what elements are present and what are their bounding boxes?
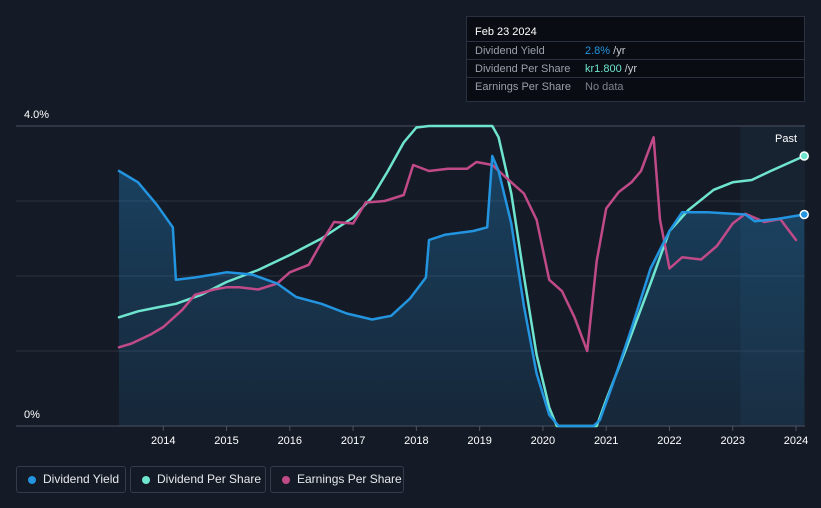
legend-earnings-per-share[interactable]: Earnings Per Share [270, 466, 404, 493]
dividend-per-share-end-marker[interactable] [799, 151, 809, 161]
x-tick-label: 2020 [531, 435, 555, 447]
tooltip-label: Dividend Per Share [475, 63, 571, 75]
legend-label: Dividend Per Share [157, 472, 262, 486]
dividend-yield-end-marker[interactable] [799, 209, 809, 220]
x-tick-label: 2018 [404, 435, 428, 447]
x-tick-label: 2016 [278, 435, 302, 447]
tooltip-label: Earnings Per Share [475, 81, 571, 93]
tooltip-label: Dividend Yield [475, 45, 545, 57]
dividend-yield-area [119, 156, 805, 426]
x-tick-label: 2014 [151, 435, 175, 447]
tooltip-row-earnings-per-share: Earnings Per Share No data [467, 77, 804, 96]
x-tick-label: 2019 [467, 435, 491, 447]
tooltip-value: No data [585, 81, 624, 93]
legend-dot-icon [142, 476, 150, 484]
earnings-per-share-line[interactable] [117, 136, 798, 353]
y-tick-label-bottom: 0% [24, 409, 40, 421]
tooltip-row-dividend-yield: Dividend Yield 2.8% /yr [467, 41, 804, 60]
x-axis: 2014 2015 2016 2017 2018 2019 2020 2021 2022 2023… [151, 426, 808, 447]
dividend-per-share-line[interactable] [117, 124, 806, 428]
x-tick-label: 2015 [214, 435, 238, 447]
x-tick-label: 2022 [657, 435, 681, 447]
legend-dot-icon [28, 476, 36, 484]
tooltip-date: Feb 23 2024 [475, 26, 537, 38]
past-label: Past [775, 133, 797, 145]
tooltip-value: 2.8% /yr [585, 45, 626, 57]
legend-label: Dividend Yield [43, 472, 120, 486]
tooltip-value: kr1.800 /yr [585, 63, 637, 75]
tooltip-row-dividend-per-share: Dividend Per Share kr1.800 /yr [467, 59, 804, 78]
y-tick-label-top: 4.0% [24, 109, 49, 121]
legend-label: Earnings Per Share [297, 472, 402, 486]
x-tick-label: 2021 [594, 435, 618, 447]
x-tick-label: 2024 [784, 435, 808, 447]
tooltip: Feb 23 2024 Dividend Yield 2.8% /yr Divi… [466, 16, 805, 102]
legend-dividend-yield[interactable]: Dividend Yield [16, 466, 126, 493]
x-tick-label: 2023 [720, 435, 744, 447]
dividend-yield-line[interactable] [117, 154, 806, 428]
x-tick-label: 2017 [341, 435, 365, 447]
legend-dividend-per-share[interactable]: Dividend Per Share [130, 466, 266, 493]
legend-dot-icon [282, 476, 290, 484]
